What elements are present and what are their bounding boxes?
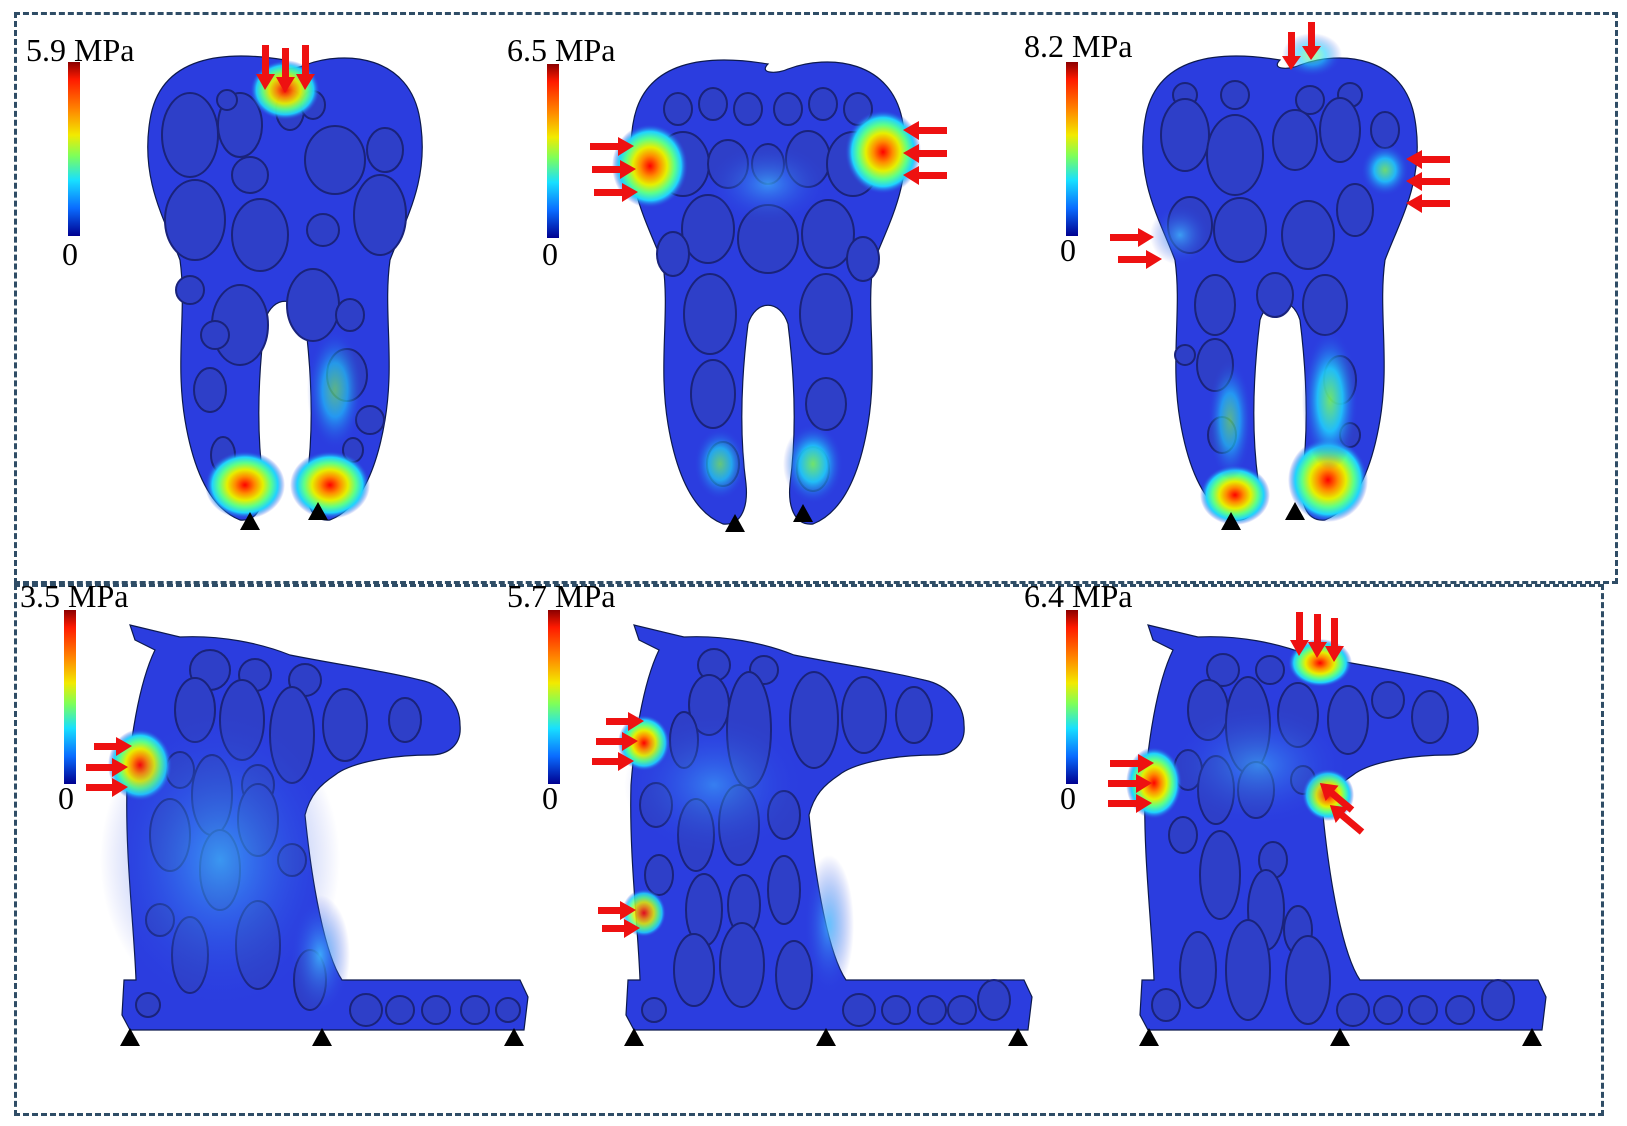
horse-2-support-mid bbox=[816, 1028, 836, 1046]
panel-2-min-label: 0 bbox=[542, 236, 558, 272]
panel-3-max-stress: 8.2 MPa bbox=[1024, 28, 1133, 64]
horse-1-support-right bbox=[504, 1028, 524, 1046]
panel-6-max-stress: 6.4 MPa bbox=[1024, 578, 1133, 614]
panel-2-colorbar bbox=[547, 64, 559, 238]
tooth-1-support-right bbox=[308, 502, 328, 520]
panel-1-max-stress: 5.9 MPa bbox=[26, 32, 135, 68]
horse-3-support-mid bbox=[1330, 1028, 1350, 1046]
horse-2-load-arrows bbox=[592, 712, 644, 938]
tooth-1-model bbox=[147, 55, 423, 521]
panel-5-min-label: 0 bbox=[542, 780, 558, 816]
horse-3-support-left bbox=[1139, 1028, 1159, 1046]
tooth-3-support-left bbox=[1221, 512, 1241, 530]
panel-5-max-stress: 5.7 MPa bbox=[507, 578, 616, 614]
panel-1-min-label: 0 bbox=[62, 236, 78, 272]
panel-4-colorbar bbox=[64, 610, 76, 784]
panel-6-min-label: 0 bbox=[1060, 780, 1076, 816]
panel-6-colorbar bbox=[1066, 610, 1078, 784]
panel-4-max-stress: 3.5 MPa bbox=[20, 578, 129, 614]
tooth-2-support-right bbox=[793, 504, 813, 522]
tooth-2-load-arrows bbox=[590, 121, 947, 202]
panel-3-min-label: 0 bbox=[1060, 232, 1076, 268]
panel-3-colorbar bbox=[1066, 62, 1078, 236]
tooth-1-pores bbox=[161, 89, 407, 474]
panel-1-colorbar bbox=[68, 62, 80, 236]
horse-1-support-mid bbox=[312, 1028, 332, 1046]
tooth-3-load-arrows bbox=[1110, 22, 1450, 269]
bottom-dashed-frame bbox=[14, 584, 1604, 1116]
horse-1-model bbox=[100, 624, 529, 1031]
horse-3-load-arrows bbox=[1108, 612, 1365, 835]
tooth-2-model bbox=[612, 59, 921, 525]
tooth-2-support-left bbox=[725, 514, 745, 532]
panel-5-colorbar bbox=[548, 610, 560, 784]
horse-3-model bbox=[1126, 624, 1547, 1031]
horse-2-model bbox=[618, 624, 1033, 1031]
horse-1-support-left bbox=[120, 1028, 140, 1046]
panel-2-max-stress: 6.5 MPa bbox=[507, 32, 616, 68]
horse-3-support-right bbox=[1522, 1028, 1542, 1046]
horse-1-load-arrows bbox=[86, 737, 132, 797]
horse-2-support-left bbox=[624, 1028, 644, 1046]
tooth-1-load-arrows bbox=[256, 45, 315, 93]
tooth-3-support-right bbox=[1285, 502, 1305, 520]
tooth-3-model bbox=[1142, 33, 1418, 525]
top-dashed-frame bbox=[14, 12, 1618, 584]
horse-2-support-right bbox=[1008, 1028, 1028, 1046]
panel-4-min-label: 0 bbox=[58, 780, 74, 816]
tooth-1-support-left bbox=[240, 512, 260, 530]
